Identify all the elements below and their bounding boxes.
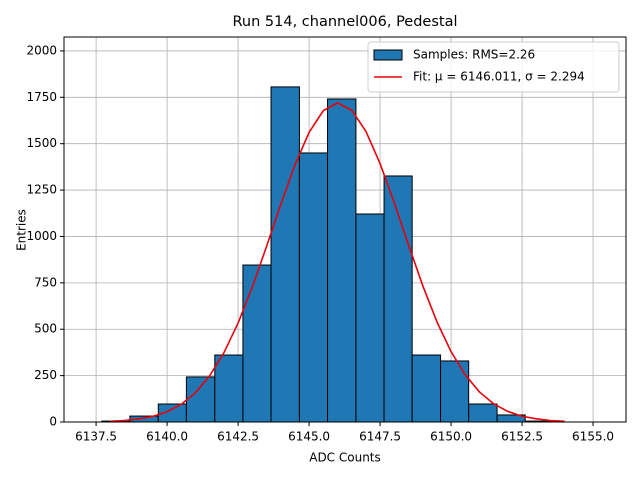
y-tick-label: 1750 bbox=[26, 90, 57, 104]
x-tick-label: 6150.0 bbox=[430, 430, 472, 444]
bar bbox=[411, 354, 442, 423]
legend-label: Samples: RMS=2.26 bbox=[413, 48, 535, 62]
bar bbox=[468, 403, 498, 423]
bar bbox=[298, 152, 329, 423]
y-tick-label: 1000 bbox=[26, 229, 57, 243]
fit-line bbox=[110, 101, 565, 423]
x-tick-label: 6140.0 bbox=[146, 430, 188, 444]
y-tick-label: 0 bbox=[49, 415, 57, 429]
bar bbox=[355, 213, 385, 423]
bar bbox=[270, 86, 300, 423]
y-tick-label: 250 bbox=[34, 368, 57, 382]
x-tick-label: 6145.0 bbox=[288, 430, 330, 444]
y-tick-label: 1250 bbox=[26, 183, 57, 197]
chart-title: Run 514, channel006, Pedestal bbox=[232, 14, 457, 30]
bar bbox=[383, 175, 413, 423]
x-tick-label: 6155.0 bbox=[572, 430, 614, 444]
x-tick-label: 6152.5 bbox=[501, 430, 543, 444]
legend-box bbox=[367, 41, 620, 93]
axes-frame bbox=[63, 36, 627, 423]
x-tick-label: 6137.5 bbox=[75, 430, 117, 444]
y-axis-label: Entries bbox=[15, 209, 29, 251]
y-tick-label: 1500 bbox=[26, 136, 57, 150]
legend-label: Fit: μ = 6146.011, σ = 2.294 bbox=[413, 70, 585, 84]
legend: Samples: RMS=2.26 Fit: μ = 6146.011, σ = … bbox=[367, 41, 620, 93]
bar bbox=[214, 354, 244, 423]
bar bbox=[327, 98, 357, 423]
y-tick-label: 2000 bbox=[26, 43, 57, 57]
x-tick-label: 6147.5 bbox=[359, 430, 401, 444]
bar bbox=[185, 376, 216, 423]
y-tick-label: 500 bbox=[34, 322, 57, 336]
x-axis-label: ADC Counts bbox=[309, 451, 381, 465]
bar bbox=[242, 264, 272, 423]
bar bbox=[440, 360, 470, 423]
y-tick-label: 750 bbox=[34, 275, 57, 289]
x-tick-label: 6142.5 bbox=[217, 430, 259, 444]
legend-swatch bbox=[373, 49, 403, 61]
